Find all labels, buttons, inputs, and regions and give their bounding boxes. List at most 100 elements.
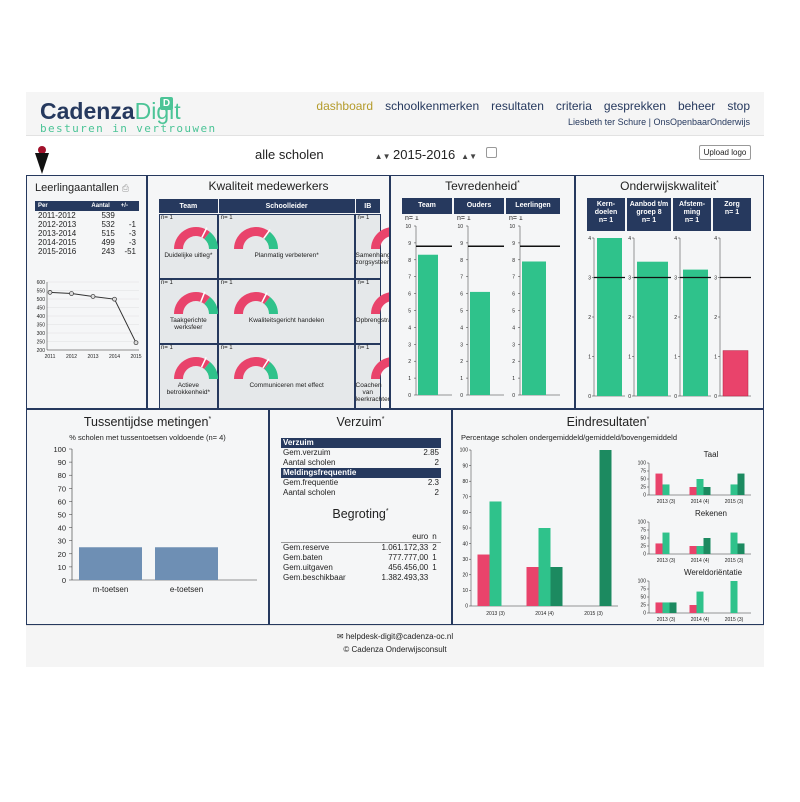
panel-tussentijdse: Tussentijdse metingen* % scholen met tus… [26,409,269,625]
bar [538,528,551,606]
nav-dashboard[interactable]: dashboard [316,99,374,113]
upload-logo-button[interactable]: Upload logo [699,145,751,160]
bar [669,602,677,613]
y-tick-label: 3 [628,276,631,282]
kwaliteit-cell[interactable]: n= 1 Samenhangend zorgsysteem [354,213,390,279]
onderwijs-col-afstemming: Afstem-ming n= 1 [673,198,711,231]
x-tick-label: 2013 [87,354,98,360]
y-tick-label: 200 [37,348,46,354]
eind-bar-chart: 0 10 20 30 40 50 60 70 80 90 100 2013 (3) 2014 (4) 20… [460,448,618,617]
y-tick-label: 9 [408,241,411,247]
verzuim-title: Verzuim* [336,415,385,429]
y-tick-label: 50 [58,511,66,520]
x-tick-label: 2015 (3) [584,611,603,617]
gauge-icon [370,292,389,314]
bar [470,291,490,395]
kwaliteit-cell[interactable]: n= 1 Communiceren met effect [217,343,356,408]
bar [689,546,697,554]
gauge-icon [233,357,278,379]
verzuim-table: Verzuim Gem.verzuim 2.85 Aantal scholen 2 … [281,438,441,498]
y-tick-label: 1 [512,376,515,382]
tevreden-col-ouders: Ouders [454,198,504,214]
y-tick-label: 40 [462,541,468,547]
kwaliteit-cell[interactable]: n= 1 Duidelijke uitleg* [158,213,219,279]
y-tick-label: 500 [37,297,46,303]
bar [730,532,738,554]
print-icon[interactable] [486,147,497,158]
kwaliteit-cell[interactable]: n= 1 Taakgerichte werksfeer [158,278,219,344]
kwaliteit-cell[interactable]: n= 1 Kwaliteitsgericht handelen [217,278,356,344]
x-tick-label: 2013 (3) [486,611,505,617]
gauge-red-zone [233,292,270,314]
kwaliteit-grid: Team Schoolleider IB n= 1 Duidelijke uitl… [158,198,390,408]
y-tick-label: 2 [512,359,515,365]
cell-label: Samenhangend zorgsysteem [355,252,390,266]
year-select-value: 2015-2016 [393,147,456,162]
kwaliteit-cell[interactable]: n= 1 Actieve betrokkenheid* [158,343,219,408]
mail-icon: ✉ [336,632,344,641]
y-tick-label: 3 [714,276,717,282]
y-tick-label: 3 [674,276,677,282]
bar [637,261,668,396]
begroting-table: euro n Gem.reserve 1.061.172,33 2 Gem.baten… [281,532,441,583]
tevreden-col-leerlingen: Leerlingen [506,198,560,214]
bar [696,591,704,613]
org-name[interactable]: OnsOpenbaarOnderwijs [653,117,750,127]
wereld-bar-chart: 0 25 50 75 100 2013 (3) 2014 (4) 2015 (3) [638,579,751,623]
leerling-table: Per Aantal +/- 2011-2012 539 2012-2013 532 -1… [35,201,139,256]
nav-criteria[interactable]: criteria [555,99,592,113]
cell-n: n= 1 [220,280,233,286]
table-row: Gem.beschikbaar 1.382.493,33 [283,573,429,582]
y-tick-label: 2 [674,315,677,321]
x-tick-label: 2013 (3) [657,558,676,564]
school-select[interactable]: alle scholen ▲▼ [255,147,391,162]
helpdesk-link[interactable]: helpdesk-digit@cadenza-oc.nl [345,632,454,641]
y-tick-label: 1 [674,355,677,361]
nav-schoolkenmerken[interactable]: schoolkenmerken [385,99,480,113]
gauge-green-zone [264,297,278,314]
y-tick-label: 30 [462,557,468,563]
kwaliteit-cell[interactable]: n= 1 Coachen van leerkrachten [354,343,389,408]
print-icon[interactable]: ⎙ [121,183,130,193]
nav-resultaten[interactable]: resultaten [491,99,544,113]
gauge-icon [233,227,278,249]
table-row: 2012-2013 532 -1 [38,220,136,229]
kwaliteit-cell[interactable]: n= 1 Planmatig verbeteren* [217,213,356,279]
nav-stop[interactable]: stop [727,99,750,113]
y-tick-label: 5 [460,309,463,315]
x-tick-label: 2013 (3) [657,617,676,623]
nav-gesprekken[interactable]: gesprekken [603,99,666,113]
y-tick-label: 0 [643,552,646,558]
kwaliteit-cell[interactable]: n= 1 Opbrengstrapportages [354,278,389,344]
gauge-red-zone [370,357,389,379]
onderwijs-col-kerndoelen: Kern-doelen n= 1 [587,198,625,231]
y-tick-label: 40 [58,524,66,533]
bar [655,543,663,554]
bar [730,581,738,613]
y-tick-label: 8 [460,258,463,264]
bar [550,567,563,606]
bar [522,261,546,395]
y-tick-label: 250 [37,340,46,346]
nav-beheer[interactable]: beheer [677,99,716,113]
y-tick-label: 2 [460,359,463,365]
bar [689,487,697,495]
rekenen-title: Rekenen [694,509,728,518]
y-tick-label: 2 [714,315,717,321]
table-row: Aantal scholen 2 [283,458,439,467]
person-icon [35,146,49,174]
table-row: Gem.reserve 1.061.172,33 2 [281,542,441,554]
onderwijs-col-zorg: Zorg n= 1 [713,198,751,231]
col-n-label: n= 1 [509,216,523,222]
toolbar: alle scholen ▲▼ 2015-2016 ▲▼ Upload logo [26,136,764,174]
y-tick-label: 25 [640,603,646,609]
y-tick-label: 90 [462,463,468,469]
y-tick-label: 7 [460,275,463,281]
onderwijs-title: Onderwijskwaliteit* [620,179,719,193]
cell-n: n= 1 [357,215,370,221]
col-n-label: n= 1 [405,216,419,222]
year-select[interactable]: 2015-2016 ▲▼ [393,147,477,162]
gauge-icon [233,292,278,314]
x-tick-label: 2015 (3) [725,558,744,564]
user-name[interactable]: Liesbeth ter Schure [568,117,647,127]
